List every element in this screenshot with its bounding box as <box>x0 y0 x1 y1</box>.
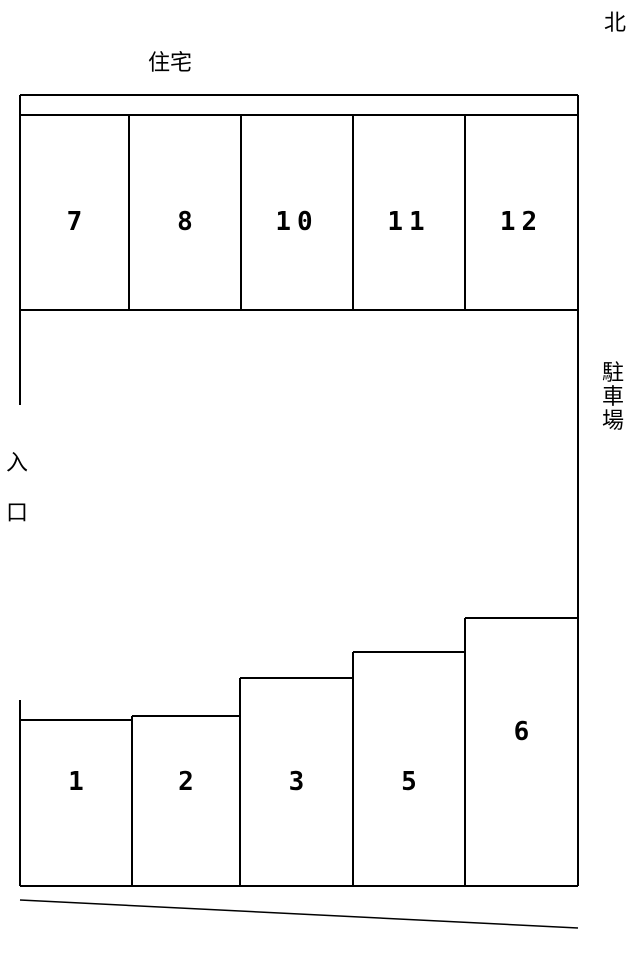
top-row-slots: 7 8 10 11 12 <box>20 115 578 310</box>
entrance-label: 口 <box>6 501 28 526</box>
slot-label: 10 <box>275 207 318 237</box>
slot-label: 5 <box>401 767 417 797</box>
slot-label: 2 <box>178 767 194 797</box>
parking-lot-diagram: 78101112 12356 北住宅駐車場入口 <box>0 0 634 976</box>
parking-lot-label: 駐 <box>602 361 624 386</box>
parking-lot-label: 車 <box>602 385 624 410</box>
north-label: 北 <box>604 11 626 36</box>
slot-label: 7 <box>67 207 83 237</box>
housing-label: 住宅 <box>148 51 192 76</box>
slot-label: 3 <box>289 767 305 797</box>
bottom-row-slots: 1 2 3 5 6 <box>20 618 578 886</box>
slot-label: 6 <box>514 717 530 747</box>
slot-label: 1 <box>68 767 84 797</box>
slot-label: 11 <box>387 207 430 237</box>
text-labels: 北住宅駐車場入口 <box>6 11 626 526</box>
slot-label: 12 <box>500 207 543 237</box>
slot-label: 8 <box>177 207 193 237</box>
parking-lot-label: 場 <box>602 409 624 434</box>
entrance-label: 入 <box>6 451 28 476</box>
